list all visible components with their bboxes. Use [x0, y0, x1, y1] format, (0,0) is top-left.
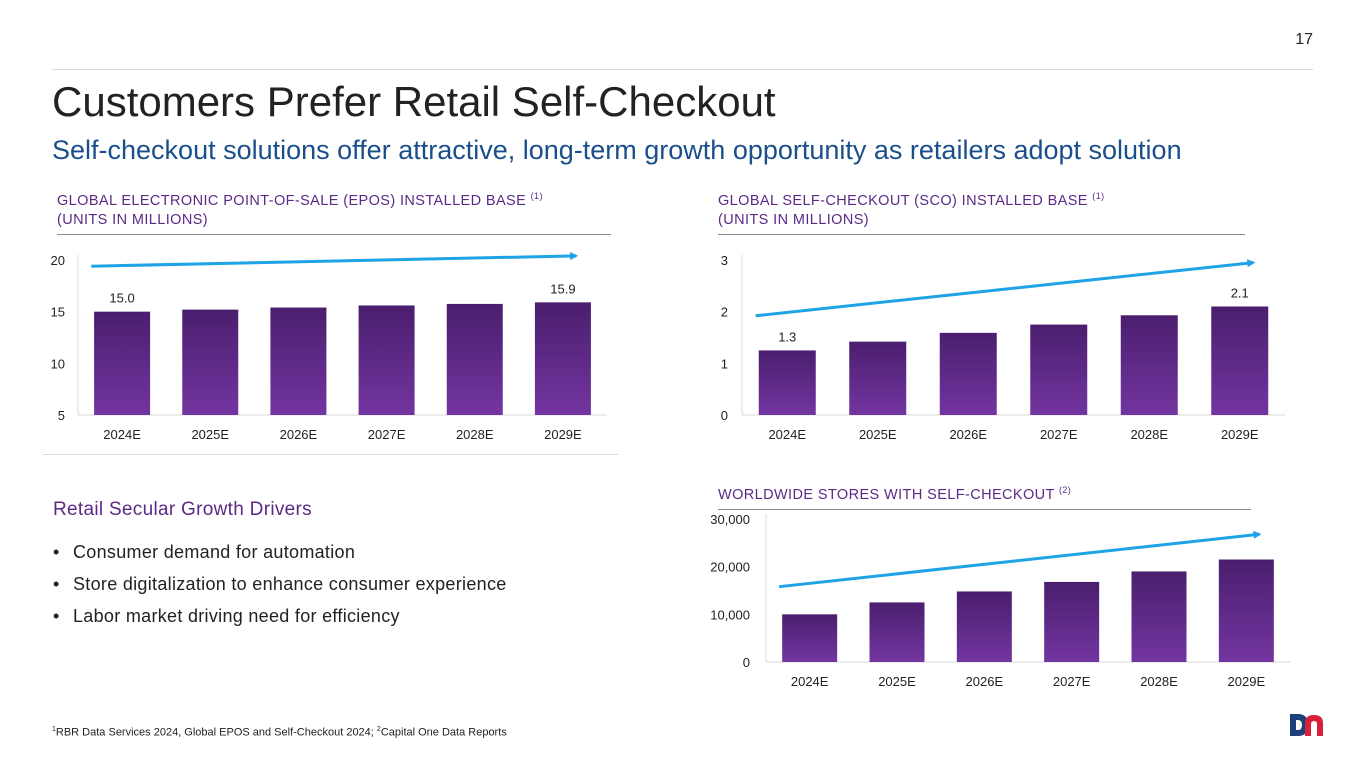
bar-2024E	[758, 350, 816, 415]
y-tick-label: 20	[51, 253, 65, 268]
drivers-title: Retail Secular Growth Drivers	[53, 499, 312, 520]
bar-2026E	[956, 591, 1012, 662]
x-tick-label: 2029E	[1221, 427, 1259, 442]
epos-bar-chart: 5 10 15 20 2024E 15.0 2025E 2026E 2027E 2028E 2029…	[51, 251, 607, 442]
x-tick-label: 2028E	[1130, 427, 1168, 442]
x-tick-label: 2028E	[1140, 674, 1178, 689]
x-tick-label: 2026E	[966, 674, 1004, 689]
x-tick-label: 2024E	[768, 427, 806, 442]
x-tick-label: 2025E	[878, 674, 916, 689]
x-tick-label: 2024E	[791, 674, 829, 689]
data-label: 15.9	[550, 281, 575, 296]
sco-heading-line1: GLOBAL SELF-CHECKOUT (SCO) INSTALLED BAS…	[718, 193, 1088, 209]
y-tick-label: 30,000	[710, 512, 750, 527]
drivers-list: • Consumer demand for automation • Store d…	[53, 536, 507, 632]
bar-2025E	[182, 309, 239, 415]
x-tick-label: 2027E	[1040, 427, 1078, 442]
bar-2028E	[1131, 571, 1187, 662]
trend-arrow	[778, 530, 1262, 589]
bar-2026E	[270, 307, 327, 415]
page-title: Customers Prefer Retail Self-Checkout	[52, 78, 776, 125]
epos-chart-heading: GLOBAL ELECTRONIC POINT-OF-SALE (EPOS) I…	[57, 187, 611, 235]
y-tick-label: 5	[58, 408, 65, 423]
sco-chart-heading: GLOBAL SELF-CHECKOUT (SCO) INSTALLED BAS…	[718, 187, 1245, 235]
y-tick-label: 20,000	[710, 560, 750, 575]
y-tick-label: 0	[743, 655, 750, 670]
bar-2027E	[1044, 581, 1100, 662]
bullet-icon: •	[53, 574, 60, 594]
company-logo	[1290, 714, 1323, 736]
y-tick-label: 10	[51, 356, 65, 371]
stores-bar-chart: 0 10,000 20,000 30,000 2024E 2025E 2026E 2027E 2…	[710, 512, 1290, 689]
stores-chart-heading: WORLDWIDE STORES WITH SELF-CHECKOUT (2)	[718, 481, 1251, 510]
y-tick-label: 2	[721, 305, 728, 320]
footnote: 1RBR Data Services 2024, Global EPOS and…	[52, 726, 507, 739]
y-tick-label: 10,000	[710, 607, 750, 622]
bar-2025E	[869, 602, 925, 662]
x-tick-label: 2026E	[280, 427, 318, 442]
x-tick-label: 2025E	[859, 427, 897, 442]
stores-heading-line1: WORLDWIDE STORES WITH SELF-CHECKOUT	[718, 487, 1055, 503]
trend-arrow	[91, 251, 579, 268]
data-label: 2.1	[1231, 286, 1249, 301]
bar-2024E	[782, 614, 838, 662]
x-tick-label: 2026E	[949, 427, 987, 442]
bar-2025E	[849, 341, 907, 415]
footnote-ref-1: 1	[52, 726, 56, 733]
header-divider	[52, 69, 1313, 70]
footnote-source-2: Capital One Data Reports	[380, 726, 507, 739]
list-item: • Consumer demand for automation	[53, 536, 507, 568]
sco-bar-chart: 0 1 2 3 2024E 1.3 2025E 2026E 2027E 2028E 2029E 2.1	[721, 253, 1285, 442]
footnote-ref-2: 2	[376, 726, 381, 733]
data-label: 1.3	[778, 329, 796, 344]
epos-heading-line1: GLOBAL ELECTRONIC POINT-OF-SALE (EPOS) I…	[57, 193, 527, 209]
driver-text: Store digitalization to enhance consumer…	[73, 574, 507, 594]
page-number: 17	[1295, 31, 1313, 48]
bar-2029E	[1211, 306, 1269, 415]
y-tick-label: 0	[721, 408, 728, 423]
y-tick-label: 15	[51, 305, 65, 320]
driver-text: Labor market driving need for efficiency	[73, 606, 400, 626]
x-tick-label: 2025E	[191, 427, 229, 442]
list-item: • Store digitalization to enhance consume…	[53, 568, 507, 600]
x-tick-label: 2029E	[1228, 674, 1266, 689]
list-item: • Labor market driving need for efficienc…	[53, 600, 507, 632]
sco-heading-line2: (UNITS IN MILLIONS)	[718, 212, 869, 228]
trend-arrow	[755, 259, 1256, 318]
x-tick-label: 2029E	[544, 427, 582, 442]
x-tick-label: 2028E	[456, 427, 494, 442]
x-tick-label: 2024E	[103, 427, 141, 442]
page-subtitle: Self-checkout solutions offer attractive…	[52, 135, 1182, 165]
sco-heading-footnote-ref: (1)	[1092, 191, 1105, 201]
bullet-icon: •	[53, 542, 60, 562]
section-divider	[43, 454, 618, 455]
bar-2027E	[358, 305, 415, 415]
bar-2026E	[939, 332, 997, 415]
x-tick-label: 2027E	[368, 427, 406, 442]
driver-text: Consumer demand for automation	[73, 542, 356, 562]
bar-2024E	[94, 311, 151, 415]
bar-2028E	[1120, 315, 1178, 415]
bar-2027E	[1030, 324, 1088, 415]
x-tick-label: 2027E	[1053, 674, 1091, 689]
stores-heading-footnote-ref: (2)	[1058, 485, 1072, 495]
bullet-icon: •	[53, 606, 60, 626]
data-label: 15.0	[109, 291, 134, 306]
bar-2029E	[534, 302, 591, 415]
y-tick-label: 3	[721, 253, 728, 268]
epos-heading-line2: (UNITS IN MILLIONS)	[57, 212, 208, 228]
footnote-source-1: RBR Data Services 2024, Global EPOS and …	[55, 726, 377, 739]
epos-heading-footnote-ref: (1)	[530, 191, 543, 201]
y-tick-label: 1	[721, 356, 728, 371]
bar-2029E	[1218, 559, 1274, 662]
bar-2028E	[446, 303, 503, 415]
